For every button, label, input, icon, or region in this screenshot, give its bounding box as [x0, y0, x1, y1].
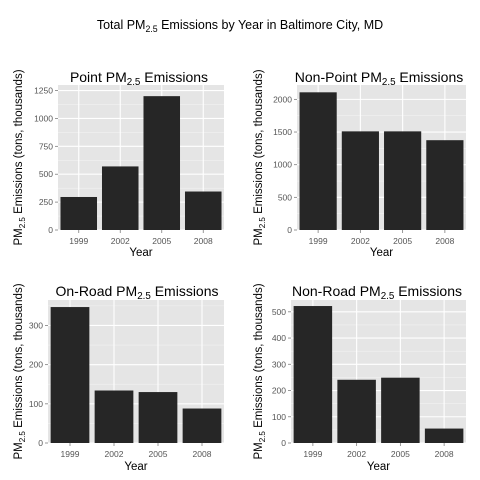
y-tick-label: 250	[39, 197, 53, 207]
x-tick-label: 2005	[152, 236, 171, 246]
y-tick-label: 0	[287, 225, 292, 235]
y-axis-title: PM2.5 Emissions (tons, thousands)	[253, 283, 267, 459]
y-axis-title: PM2.5 Emissions (tons, thousands)	[13, 283, 27, 459]
panel-title: Non-Road PM2.5 Emissions	[292, 283, 462, 302]
bar-2008	[184, 191, 222, 230]
y-axis-title: PM2.5 Emissions (tons, thousands)	[13, 69, 27, 245]
panel-title: On-Road PM2.5 Emissions	[55, 283, 218, 302]
x-tick-label: 2005	[149, 449, 168, 459]
y-tick-label: 500	[272, 307, 286, 317]
bar-2002	[337, 379, 376, 443]
x-tick-label: 1999	[303, 449, 322, 459]
bar-1999	[60, 196, 98, 230]
panel-title: Non-Point PM2.5 Emissions	[295, 69, 463, 88]
x-tick-label: 2002	[351, 236, 370, 246]
x-axis-title: Year	[367, 461, 390, 473]
y-tick-label: 100	[272, 412, 286, 422]
bar-2002	[94, 390, 134, 443]
y-tick-label: 100	[29, 399, 43, 409]
x-tick-label: 1999	[309, 236, 328, 246]
y-tick-label: 1000	[273, 160, 292, 170]
x-tick-label: 2005	[391, 449, 410, 459]
panel-4: 0 100 200 300 400 500 1999 2002 2005 2008 Non-Road…	[253, 283, 466, 473]
x-axis-title: Year	[129, 247, 152, 259]
bar-2002	[341, 131, 379, 230]
bar-1999	[299, 92, 337, 231]
y-tick-label: 0	[38, 438, 43, 448]
x-tick-label: 1999	[69, 236, 88, 246]
figure-title: Total PM2.5 Emissions by Year in Baltimo…	[97, 18, 383, 34]
y-tick-label: 500	[39, 169, 53, 179]
y-tick-label: 500	[278, 192, 292, 202]
x-tick-label: 2008	[435, 449, 454, 459]
y-tick-label: 200	[29, 360, 43, 370]
y-axis-title: PM2.5 Emissions (tons, thousands)	[253, 69, 267, 245]
y-tick-label: 300	[272, 359, 286, 369]
x-tick-label: 2008	[194, 236, 213, 246]
x-tick-label: 1999	[61, 449, 80, 459]
bar-2008	[182, 408, 222, 443]
x-tick-label: 2002	[105, 449, 124, 459]
x-tick-label: 2008	[193, 449, 212, 459]
panel-1: 0 250 500 750 1000 1250 1999 2002 2005 2008 Point …	[13, 69, 224, 259]
y-tick-label: 0	[281, 438, 286, 448]
x-tick-label: 2008	[435, 236, 454, 246]
x-tick-label: 2002	[111, 236, 130, 246]
bar-2005	[381, 377, 420, 443]
y-tick-label: 1250	[34, 86, 53, 96]
y-tick-label: 2000	[273, 94, 292, 104]
x-axis-title: Year	[370, 247, 393, 259]
y-tick-label: 0	[48, 225, 53, 235]
y-tick-label: 200	[272, 386, 286, 396]
y-tick-label: 400	[272, 333, 286, 343]
y-tick-label: 750	[39, 141, 53, 151]
panel-3: 0 100 200 300 1999 2002 2005 2008 On-Road PM2.5 …	[13, 283, 224, 473]
x-tick-label: 2002	[347, 449, 366, 459]
bar-2005	[384, 131, 422, 230]
y-tick-label: 300	[29, 320, 43, 330]
bar-2005	[138, 392, 178, 443]
bar-1999	[50, 307, 90, 443]
x-axis-title: Year	[124, 461, 147, 473]
bar-1999	[293, 306, 333, 443]
bar-2008	[426, 140, 464, 230]
y-tick-label: 1000	[34, 113, 53, 123]
bar-2002	[101, 166, 139, 230]
panel-title: Point PM2.5 Emissions	[70, 69, 208, 88]
panel-2: 0 500 1000 1500 2000 1999 2002 2005 2008 Non-Poin…	[253, 69, 466, 259]
y-tick-label: 1500	[273, 127, 292, 137]
bar-2008	[424, 428, 464, 443]
bar-2005	[143, 96, 181, 231]
x-tick-label: 2005	[393, 236, 412, 246]
